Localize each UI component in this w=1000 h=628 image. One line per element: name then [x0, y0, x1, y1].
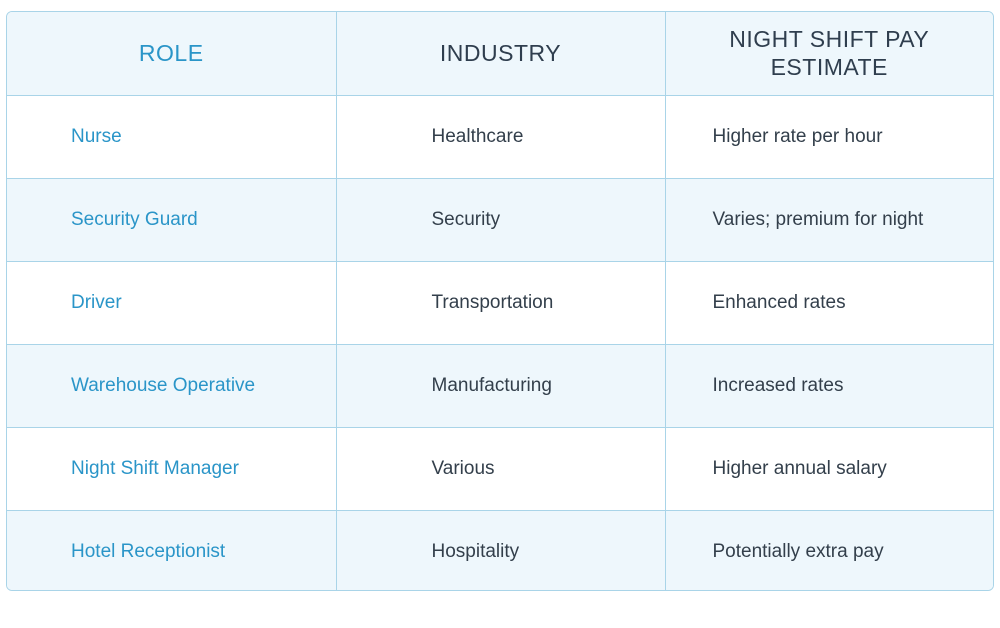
header-role: ROLE — [7, 12, 337, 96]
table-row: Nurse Healthcare Higher rate per hour — [7, 94, 993, 179]
industry-cell: Manufacturing — [335, 343, 666, 428]
header-industry: INDUSTRY — [335, 12, 666, 96]
industry-cell: Various — [335, 426, 666, 511]
role-cell: Hotel Receptionist — [7, 509, 337, 590]
night-shift-pay-table: ROLE INDUSTRY NIGHT SHIFT PAY ESTIMATE N… — [6, 11, 994, 591]
pay-cell: Increased rates — [664, 343, 993, 428]
table-header: ROLE INDUSTRY NIGHT SHIFT PAY ESTIMATE — [7, 12, 993, 96]
table-row: Night Shift Manager Various Higher annua… — [7, 426, 993, 511]
pay-cell: Higher rate per hour — [664, 94, 993, 179]
table-row: Driver Transportation Enhanced rates — [7, 260, 993, 345]
role-cell: Nurse — [7, 94, 337, 179]
industry-cell: Transportation — [335, 260, 666, 345]
industry-cell: Security — [335, 177, 666, 262]
role-cell: Driver — [7, 260, 337, 345]
role-cell: Night Shift Manager — [7, 426, 337, 511]
role-cell: Warehouse Operative — [7, 343, 337, 428]
industry-cell: Hospitality — [335, 509, 666, 590]
pay-cell: Enhanced rates — [664, 260, 993, 345]
role-cell: Security Guard — [7, 177, 337, 262]
table-row: Warehouse Operative Manufacturing Increa… — [7, 343, 993, 428]
pay-table: ROLE INDUSTRY NIGHT SHIFT PAY ESTIMATE N… — [7, 12, 993, 590]
header-pay-estimate: NIGHT SHIFT PAY ESTIMATE — [664, 12, 993, 96]
header-row: ROLE INDUSTRY NIGHT SHIFT PAY ESTIMATE — [7, 12, 993, 96]
pay-cell: Varies; premium for night — [664, 177, 993, 262]
industry-cell: Healthcare — [335, 94, 666, 179]
pay-cell: Potentially extra pay — [664, 509, 993, 590]
table-row: Security Guard Security Varies; premium … — [7, 177, 993, 262]
table-row: Hotel Receptionist Hospitality Potential… — [7, 509, 993, 590]
table-body: Nurse Healthcare Higher rate per hour Se… — [7, 94, 993, 590]
pay-cell: Higher annual salary — [664, 426, 993, 511]
